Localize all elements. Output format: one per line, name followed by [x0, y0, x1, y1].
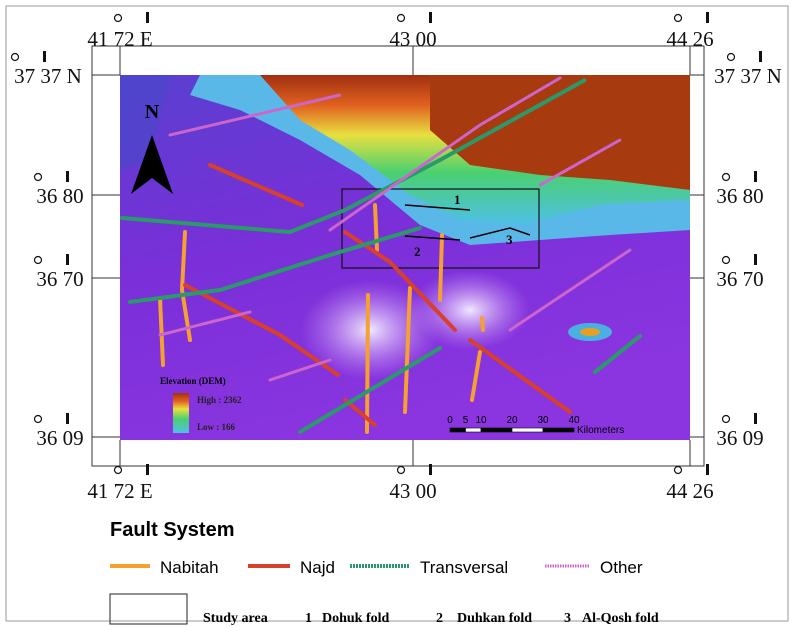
degree-mark: [35, 257, 42, 264]
minute-mark: [754, 413, 757, 424]
minute-mark: [146, 12, 149, 23]
legend: Nabitah Najd Transversal Other: [110, 558, 643, 577]
right-coord: 37 37 N: [714, 64, 782, 88]
fault: [367, 295, 368, 432]
study-area-label: Study area: [203, 611, 268, 626]
scale-segment: [512, 428, 543, 432]
scale-tick: 20: [506, 415, 518, 426]
bottom-coord: 43 00: [389, 479, 436, 503]
right-coord: 36 09: [716, 426, 763, 450]
fold-number: 3: [506, 232, 513, 247]
legend-label: Najd: [300, 558, 335, 577]
fault: [440, 235, 442, 300]
dem-high: High : 2362: [197, 395, 242, 405]
left-coord: 36 80: [36, 184, 83, 208]
scale-unit: Kilometers: [577, 425, 624, 436]
fold-number: 1: [454, 192, 461, 207]
legend-label: Transversal: [420, 558, 508, 577]
scale-segment: [481, 428, 512, 432]
degree-mark: [115, 467, 122, 474]
left-coord: 37 37 N: [14, 64, 82, 88]
minute-mark: [754, 254, 757, 265]
study-area-swatch: [110, 594, 187, 624]
north-label: N: [145, 101, 160, 123]
fold-number: 2: [436, 611, 443, 626]
scale-segment: [450, 428, 466, 432]
minute-mark: [754, 171, 757, 182]
minute-mark: [66, 171, 69, 182]
minute-mark: [66, 413, 69, 424]
scale-segment: [543, 428, 574, 432]
degree-mark: [723, 416, 730, 423]
fold-number: 3: [564, 611, 571, 626]
fold-name: Duhkan fold: [457, 611, 532, 626]
minute-mark: [429, 464, 432, 475]
fold-name: Dohuk fold: [322, 611, 390, 626]
degree-mark: [35, 416, 42, 423]
legend-label: Other: [600, 558, 643, 577]
left-coord: 36 09: [36, 426, 83, 450]
degree-mark: [723, 257, 730, 264]
degree-mark: [723, 174, 730, 181]
bottom-coord: 44 26: [666, 479, 713, 503]
left-coord: 36 70: [36, 267, 83, 291]
degree-mark: [12, 54, 19, 61]
right-coord: 36 70: [716, 267, 763, 291]
degree-mark: [675, 15, 682, 22]
fault: [482, 318, 483, 330]
scale-tick: 10: [475, 415, 487, 426]
scale-tick: 0: [447, 415, 453, 426]
degree-mark: [728, 54, 735, 61]
bottom-coord: 41 72 E: [87, 479, 152, 503]
minute-mark: [706, 12, 709, 23]
degree-mark: [398, 467, 405, 474]
legend-label: Nabitah: [160, 558, 219, 577]
degree-mark: [398, 15, 405, 22]
minute-mark: [429, 12, 432, 23]
fold-list: 1 Dohuk fold 2 Duhkan fold 3 Al-Qosh fold: [305, 611, 659, 626]
fold-number: 2: [414, 244, 421, 259]
minute-mark: [706, 464, 709, 475]
degree-mark: [35, 174, 42, 181]
right-coord: 36 80: [716, 184, 763, 208]
figure: 1 2 3 N Elevation (DEM) High : 2362 Low …: [0, 0, 794, 627]
legend-title: Fault System: [110, 519, 234, 541]
degree-mark: [115, 15, 122, 22]
minute-mark: [146, 464, 149, 475]
minute-mark: [66, 254, 69, 265]
fold-name: Al-Qosh fold: [582, 611, 659, 626]
dem-low: Low : 166: [197, 422, 235, 432]
scale-segment: [466, 428, 482, 432]
dem-title: Elevation (DEM): [160, 376, 226, 386]
degree-mark: [675, 467, 682, 474]
scale-tick: 5: [463, 415, 469, 426]
fold-number: 1: [305, 611, 312, 626]
minute-mark: [759, 51, 762, 62]
scale-tick: 30: [537, 415, 549, 426]
minute-mark: [43, 51, 46, 62]
